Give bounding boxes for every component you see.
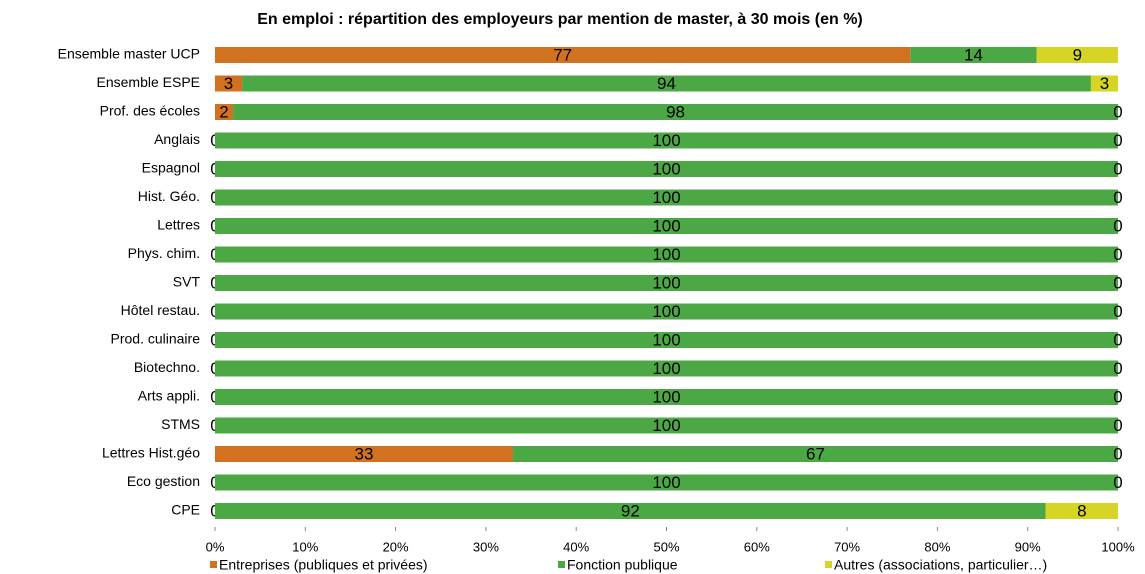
x-tick-label: 90% (1015, 539, 1041, 554)
data-label: 3 (1100, 74, 1109, 93)
y-tick-label: Espagnol (142, 160, 200, 176)
x-tick-label: 20% (383, 539, 409, 554)
bar-segment (215, 47, 911, 63)
data-label: 0 (1113, 387, 1122, 406)
bar-segment (215, 104, 234, 120)
y-tick-label: Hôtel restau. (121, 302, 200, 318)
data-label: 100 (652, 188, 680, 207)
data-label: 100 (652, 416, 680, 435)
data-label: 92 (621, 501, 640, 520)
bar-segment (215, 360, 1118, 377)
bar-segment (215, 218, 1118, 234)
data-label: 100 (652, 359, 680, 378)
bar-segment (233, 104, 1118, 120)
bar-segment (512, 446, 1118, 462)
data-label: 94 (657, 74, 676, 93)
y-tick-label: Arts appli. (138, 388, 200, 404)
y-tick-label: Phys. chim. (128, 245, 200, 261)
bar-segment (215, 303, 1118, 320)
data-label: 0 (1113, 188, 1122, 207)
data-label: 0 (1113, 102, 1122, 121)
x-tick-label: 10% (292, 539, 318, 554)
legend-swatch (558, 561, 565, 568)
y-tick-label: Eco gestion (127, 473, 200, 489)
legend-label: Autres (associations, particulier…) (834, 557, 1047, 573)
bar-segment (1090, 75, 1118, 92)
data-label: 98 (666, 102, 685, 121)
bar-segment (215, 189, 1118, 206)
data-label: 14 (964, 45, 983, 64)
data-label: 0 (1113, 416, 1122, 435)
data-label: 100 (652, 473, 680, 492)
bar-segment (215, 503, 1046, 519)
data-label: 100 (652, 273, 680, 292)
bar-segment (215, 161, 1118, 177)
x-tick-label: 30% (473, 539, 499, 554)
y-tick-label: Lettres (157, 217, 200, 233)
data-label: 100 (652, 387, 680, 406)
data-label: 0 (1113, 131, 1122, 150)
bar-segment (215, 474, 1118, 491)
legend-label: Entreprises (publiques et privées) (219, 557, 428, 573)
bar-segment (215, 417, 1118, 434)
y-tick-label: CPE (171, 502, 200, 518)
legend-label: Fonction publique (567, 557, 678, 573)
data-label: 0 (1113, 444, 1122, 463)
data-label: 0 (1113, 302, 1122, 321)
data-label: 0 (1113, 159, 1122, 178)
data-label: 0 (1113, 359, 1122, 378)
bar-segment (215, 389, 1118, 405)
y-tick-label: Biotechno. (134, 359, 200, 375)
data-label: 0 (1113, 273, 1122, 292)
data-label: 0 (1113, 473, 1122, 492)
bar-segment (215, 332, 1118, 348)
data-label: 100 (652, 159, 680, 178)
x-tick-label: 40% (563, 539, 589, 554)
y-tick-label: SVT (173, 274, 201, 290)
y-tick-label: Ensemble master UCP (58, 46, 200, 62)
data-label: 100 (652, 131, 680, 150)
legend-swatch (825, 561, 832, 568)
bar-segment (215, 246, 1118, 263)
data-label: 0 (1113, 216, 1122, 235)
x-tick-label: 50% (653, 539, 679, 554)
y-tick-label: Lettres Hist.géo (102, 445, 200, 461)
bar-segment (215, 75, 243, 92)
data-label: 67 (806, 444, 825, 463)
y-tick-label: Anglais (154, 131, 200, 147)
data-label: 100 (652, 302, 680, 321)
x-tick-label: 100% (1101, 539, 1135, 554)
x-tick-label: 70% (834, 539, 860, 554)
data-label: 0 (1113, 330, 1122, 349)
y-tick-label: Ensemble ESPE (97, 74, 201, 90)
bar-segment (242, 75, 1091, 92)
data-label: 9 (1073, 45, 1082, 64)
data-label: 8 (1077, 501, 1086, 520)
data-label: 100 (652, 330, 680, 349)
y-tick-label: Hist. Géo. (138, 188, 200, 204)
data-label: 3 (224, 74, 233, 93)
y-tick-label: Prof. des écoles (100, 103, 200, 119)
x-tick-label: 60% (744, 539, 770, 554)
y-tick-label: STMS (161, 416, 200, 432)
data-label: 100 (652, 216, 680, 235)
data-label: 2 (219, 102, 228, 121)
bar-segment (910, 47, 1037, 63)
legend-swatch (210, 561, 217, 568)
bar-segment (215, 446, 513, 462)
chart-title: En emploi : répartition des employeurs p… (257, 11, 863, 28)
x-tick-label: 80% (924, 539, 950, 554)
y-tick-label: Prod. culinaire (111, 331, 201, 347)
data-label: 0 (1113, 245, 1122, 264)
data-label: 100 (652, 245, 680, 264)
bar-segment (215, 275, 1118, 291)
x-tick-label: 0% (206, 539, 225, 554)
data-label: 77 (553, 45, 572, 64)
bar-segment (215, 132, 1118, 149)
bar-segment (1045, 503, 1118, 519)
data-label: 33 (355, 444, 374, 463)
bar-segment (1036, 47, 1118, 63)
